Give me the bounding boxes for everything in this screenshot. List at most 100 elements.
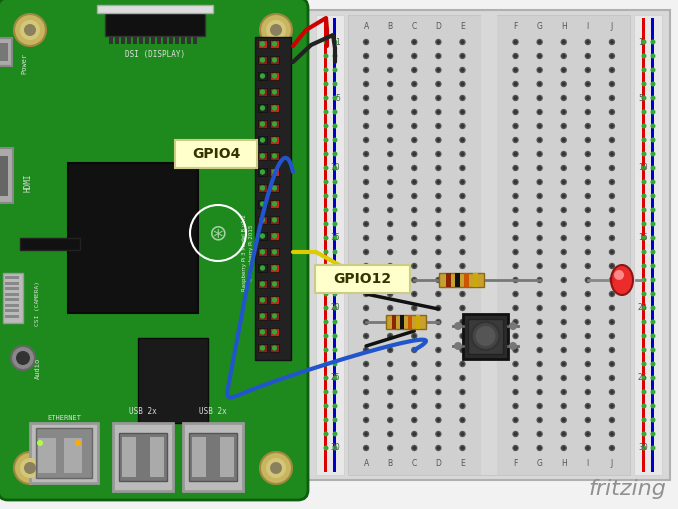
Bar (138, 338, 208, 423)
Circle shape (561, 431, 567, 437)
Text: HDMI: HDMI (24, 174, 33, 192)
Circle shape (412, 68, 416, 72)
Circle shape (387, 81, 393, 87)
Text: E: E (460, 21, 465, 31)
Circle shape (260, 169, 265, 175)
Circle shape (435, 39, 441, 45)
Circle shape (650, 277, 656, 282)
Text: F: F (513, 460, 518, 468)
Circle shape (412, 208, 416, 212)
Circle shape (437, 432, 440, 436)
Circle shape (437, 96, 440, 100)
Circle shape (609, 249, 615, 255)
Circle shape (586, 278, 590, 282)
Circle shape (388, 180, 392, 184)
Circle shape (536, 445, 543, 451)
Circle shape (610, 152, 614, 156)
Circle shape (412, 292, 416, 296)
Circle shape (459, 361, 466, 367)
Circle shape (332, 137, 338, 143)
Circle shape (387, 193, 393, 199)
Circle shape (459, 305, 466, 311)
Circle shape (586, 54, 590, 58)
Circle shape (641, 68, 647, 72)
Circle shape (459, 389, 466, 395)
Circle shape (363, 123, 370, 129)
Circle shape (11, 346, 35, 370)
Circle shape (536, 361, 543, 367)
Circle shape (538, 180, 542, 184)
Circle shape (561, 417, 567, 423)
Circle shape (272, 314, 277, 319)
Circle shape (388, 166, 392, 170)
Bar (113, 423, 173, 491)
Circle shape (388, 432, 392, 436)
Circle shape (586, 208, 590, 212)
Circle shape (364, 82, 368, 86)
Circle shape (650, 124, 656, 128)
Circle shape (610, 292, 614, 296)
Circle shape (412, 250, 416, 254)
Bar (270, 88, 279, 96)
Circle shape (641, 333, 647, 338)
Circle shape (538, 404, 542, 408)
Bar (258, 72, 267, 80)
Circle shape (363, 277, 370, 283)
Text: ⊛: ⊛ (209, 223, 227, 243)
Circle shape (412, 376, 416, 380)
Circle shape (323, 53, 329, 59)
Text: fritzing: fritzing (588, 479, 666, 499)
Circle shape (459, 263, 466, 269)
Circle shape (509, 322, 517, 330)
Circle shape (363, 109, 370, 115)
Circle shape (562, 138, 565, 142)
Circle shape (641, 389, 647, 394)
Circle shape (411, 263, 418, 269)
Circle shape (412, 306, 416, 310)
Circle shape (459, 277, 466, 283)
Circle shape (561, 389, 567, 395)
Circle shape (609, 389, 615, 395)
Bar (258, 56, 267, 64)
Circle shape (513, 305, 519, 311)
Bar (175, 140, 257, 168)
Text: B: B (388, 21, 393, 31)
Circle shape (513, 277, 519, 283)
Circle shape (459, 249, 466, 255)
Circle shape (332, 193, 338, 199)
Text: DSI (DISPLAY): DSI (DISPLAY) (125, 50, 185, 59)
Circle shape (509, 342, 517, 350)
Circle shape (536, 81, 543, 87)
Circle shape (538, 68, 542, 72)
Circle shape (536, 221, 543, 227)
Circle shape (641, 137, 647, 143)
Circle shape (364, 138, 368, 142)
Circle shape (387, 319, 393, 325)
Circle shape (411, 95, 418, 101)
Circle shape (437, 40, 440, 44)
Text: C: C (412, 460, 417, 468)
Circle shape (437, 250, 440, 254)
Circle shape (363, 291, 370, 297)
Circle shape (412, 264, 416, 268)
Circle shape (272, 122, 277, 127)
Circle shape (561, 277, 567, 283)
Circle shape (363, 165, 370, 171)
Circle shape (411, 445, 418, 451)
Circle shape (538, 292, 542, 296)
Circle shape (538, 320, 542, 324)
Circle shape (584, 403, 591, 409)
Circle shape (332, 305, 338, 310)
Circle shape (14, 452, 46, 484)
Circle shape (586, 110, 590, 114)
Circle shape (437, 208, 440, 212)
Circle shape (260, 266, 265, 270)
Bar (187, 36, 191, 44)
Circle shape (514, 306, 517, 310)
Circle shape (536, 403, 543, 409)
Circle shape (459, 221, 466, 227)
Circle shape (412, 40, 416, 44)
Circle shape (650, 40, 656, 44)
Circle shape (609, 39, 615, 45)
Circle shape (364, 208, 368, 212)
